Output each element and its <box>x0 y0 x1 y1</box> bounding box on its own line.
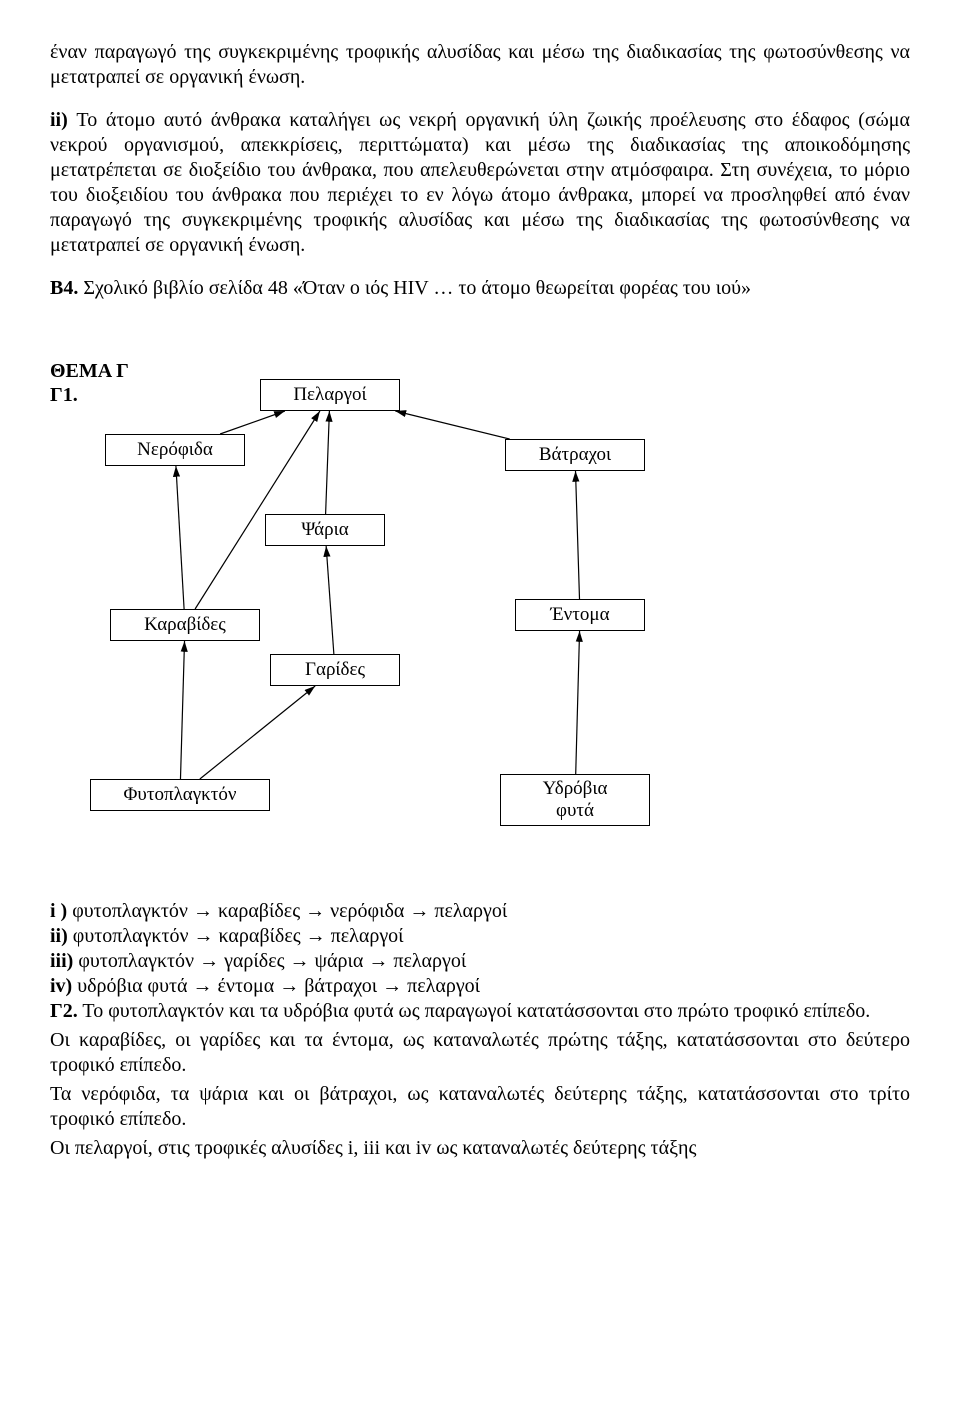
chain-iv-text: υδρόβια φυτά → έντομα → βάτραχοι → πελαρ… <box>72 975 480 997</box>
chain-ii-label: ii) <box>50 925 68 947</box>
edge-fytoplagkton-karavides <box>180 641 184 779</box>
chain-iii-text: φυτοπλαγκτόν → γαρίδες → ψάρια → πελαργο… <box>73 950 466 972</box>
chain-i-text: φυτοπλαγκτόν → καραβίδες → νερόφιδα → πε… <box>67 900 507 922</box>
chain-ii-text: φυτοπλαγκτόν → καραβίδες → πελαργοί <box>68 925 404 947</box>
edge-karavides-nerofida <box>176 466 184 609</box>
edge-entoma-vatraxoi <box>576 471 580 599</box>
edge-psaria-pelargoi <box>326 411 330 514</box>
g2-text-1: Το φυτοπλαγκτόν και τα υδρόβια φυτά ως π… <box>78 1000 871 1022</box>
g2-paragraph-3: Τα νερόφιδα, τα ψάρια και οι βάτραχοι, ω… <box>50 1082 910 1132</box>
g2-paragraph-1: Γ2. Το φυτοπλαγκτόν και τα υδρόβια φυτά … <box>50 999 910 1024</box>
g2-label: Γ2. <box>50 1000 78 1022</box>
chain-i: i ) φυτοπλαγκτόν → καραβίδες → νερόφιδα … <box>50 899 910 924</box>
chain-iii: iii) φυτοπλαγκτόν → γαρίδες → ψάρια → πε… <box>50 949 910 974</box>
node-garides: Γαρίδες <box>270 654 400 686</box>
g2-paragraph-2: Οι καραβίδες, οι γαρίδες και τα έντομα, … <box>50 1028 910 1078</box>
b4-paragraph: Β4. Σχολικό βιβλίο σελίδα 48 «Όταν ο ιός… <box>50 276 910 301</box>
chain-i-label: i ) <box>50 900 67 922</box>
edge-garides-psaria <box>326 546 334 654</box>
edge-fytoplagkton-garides <box>200 686 315 779</box>
node-vatraxoi: Βάτραχοι <box>505 439 645 471</box>
node-psaria: Ψάρια <box>265 514 385 546</box>
node-fytoplagkton: Φυτοπλαγκτόν <box>90 779 270 811</box>
edge-vatraxoi-pelargoi <box>395 411 509 439</box>
node-nerofida: Νερόφιδα <box>105 434 245 466</box>
chain-ii: ii) φυτοπλαγκτόν → καραβίδες → πελαργοί <box>50 924 910 949</box>
ii-label: ii) <box>50 109 68 131</box>
thema-g-heading: ΘΕΜΑ Γ <box>50 359 129 384</box>
node-entoma: Έντομα <box>515 599 645 631</box>
node-pelargoi: Πελαργοί <box>260 379 400 411</box>
ii-paragraph: ii) Το άτομο αυτό άνθρακα καταλήγει ως ν… <box>50 108 910 258</box>
food-chains-list: i ) φυτοπλαγκτόν → καραβίδες → νερόφιδα … <box>50 899 910 999</box>
foodweb-diagram: ΘΕΜΑ Γ Γ1. Πελαργοί Νερόφιδα Βάτραχοι Ψάρια… <box>50 359 750 879</box>
b4-text: Σχολικό βιβλίο σελίδα 48 «Όταν ο ιός HIV… <box>78 277 751 299</box>
edge-nerofida-pelargoi <box>220 411 285 434</box>
g1-label: Γ1. <box>50 383 78 408</box>
ii-text: Το άτομο αυτό άνθρακα καταλήγει ως νεκρή… <box>50 109 910 256</box>
chain-iv: iv) υδρόβια φυτά → έντομα → βάτραχοι → π… <box>50 974 910 999</box>
chain-iii-label: iii) <box>50 950 73 972</box>
node-ydrovia: Υδρόβια φυτά <box>500 774 650 826</box>
b4-label: Β4. <box>50 277 78 299</box>
g2-paragraph-4: Οι πελαργοί, στις τροφικές αλυσίδες i, i… <box>50 1136 910 1161</box>
intro-paragraph: έναν παραγωγό της συγκεκριμένης τροφικής… <box>50 40 910 90</box>
chain-iv-label: iv) <box>50 975 72 997</box>
node-karavides: Καραβίδες <box>110 609 260 641</box>
edge-ydrovia-entoma <box>576 631 580 774</box>
